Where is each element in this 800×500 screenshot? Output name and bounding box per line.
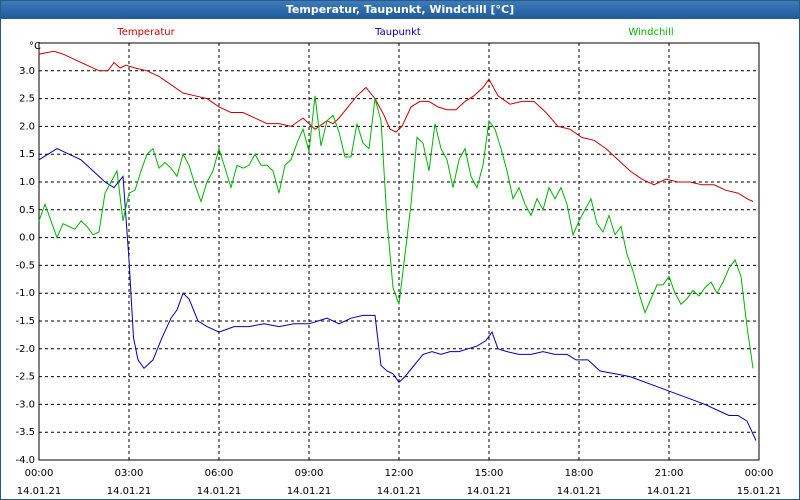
x-tick-time: 15:00	[475, 468, 504, 479]
series-line-taupunkt	[38, 148, 757, 441]
y-tick-label: -3.5	[15, 427, 35, 438]
y-tick-label: 0.5	[19, 205, 35, 216]
legend-entry-taupunkt: Taupunkt	[374, 27, 421, 38]
x-tick-date: 14.01.21	[557, 486, 602, 497]
series-group	[38, 50, 757, 441]
y-tick-label: -0.5	[15, 260, 35, 271]
y-tick-label: 1.0	[19, 177, 35, 188]
legend-entry-windchill: Windchill	[628, 27, 673, 38]
chart-title: Temperatur, Taupunkt, Windchill [°C]	[1, 1, 799, 19]
y-tick-label: -3.0	[15, 399, 35, 410]
x-tick-time: 06:00	[205, 468, 234, 479]
y-tick-label: -4.0	[15, 455, 35, 466]
grid-lines	[38, 43, 760, 461]
plot-border	[38, 42, 760, 461]
y-tick-label: -2.5	[15, 372, 35, 383]
x-tick-time: 12:00	[385, 468, 414, 479]
y-tick-label: 3.0	[19, 66, 35, 77]
y-tick-label: 0.0	[19, 233, 35, 244]
x-tick-date: 14.01.21	[197, 486, 242, 497]
x-tick-time: 21:00	[655, 468, 684, 479]
legend-entry-temperatur: Temperatur	[116, 27, 175, 38]
axes: 3.0 2.5 2.0 1.5 1.0 0.5 0.0 -0.5 -1.0 -1.5 -2.0 -2.…	[15, 42, 782, 497]
y-tick-label: -1.5	[15, 316, 35, 327]
legend: Temperatur Taupunkt Windchill	[116, 27, 673, 38]
y-tick-label: -2.0	[15, 344, 35, 355]
y-tick-label: 2.5	[19, 94, 35, 105]
x-tick-date: 14.01.21	[467, 486, 512, 497]
x-tick-time: 09:00	[295, 468, 324, 479]
y-tick-label: 1.5	[19, 149, 35, 160]
x-tick-time: 00:00	[25, 468, 54, 479]
x-tick-time: 18:00	[565, 468, 594, 479]
y-tick-label: -1.0	[15, 288, 35, 299]
y-axis-label: °C	[29, 41, 41, 52]
x-tick-date: 14.01.21	[107, 486, 152, 497]
x-tick-date: 14.01.21	[647, 486, 692, 497]
x-tick-date: 14.01.21	[377, 486, 422, 497]
x-tick-date: 15.01.21	[737, 486, 782, 497]
y-tick-label: 2.0	[19, 121, 35, 132]
x-tick-date: 14.01.21	[17, 486, 62, 497]
x-tick-date: 14.01.21	[287, 486, 332, 497]
series-line-windchill	[38, 95, 754, 369]
x-tick-time: 03:00	[115, 468, 144, 479]
series-line-temperatur	[38, 50, 754, 202]
x-tick-time: 00:00	[745, 468, 774, 479]
